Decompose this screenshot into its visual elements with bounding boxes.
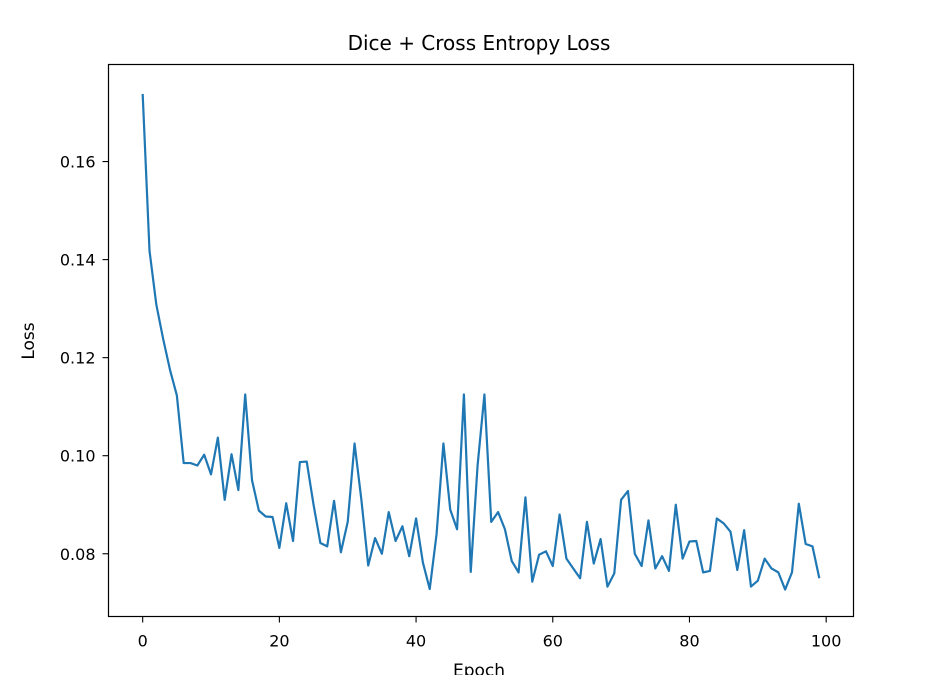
y-tick-label: 0.08 [60,545,96,564]
x-tick-label: 0 [138,632,148,651]
loss-series-line [141,93,821,591]
y-tick-label: 0.14 [60,251,96,270]
x-tick-label: 60 [543,632,563,651]
x-tick-label: 80 [679,632,699,651]
y-tick-label: 0.16 [60,153,96,172]
x-tick-label: 100 [811,632,842,651]
plot-area-frame [107,63,855,618]
tick-labels: 0 20 40 60 80 100 0.08 0.10 0.12 0.14 0.16 [60,153,842,651]
tick-marks [102,161,827,623]
x-tick-label: 40 [406,632,426,651]
y-axis-label: Loss [19,322,39,359]
chart-title: Dice + Cross Entropy Loss [348,31,611,55]
y-tick-label: 0.12 [60,349,96,368]
x-tick-label: 20 [269,632,289,651]
x-axis-label: Epoch [453,661,505,675]
y-tick-label: 0.10 [60,447,96,466]
